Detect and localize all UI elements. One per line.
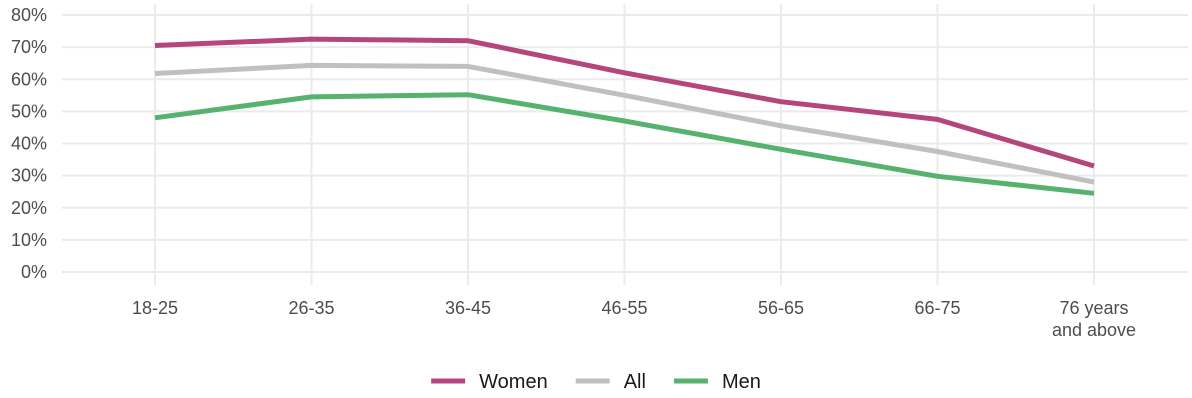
y-tick-label: 60%	[11, 69, 47, 89]
y-tick-label: 70%	[11, 37, 47, 57]
y-tick-label: 30%	[11, 166, 47, 186]
y-tick-label: 50%	[11, 101, 47, 121]
x-tick-label: 46-55	[601, 298, 647, 318]
x-tick-label: 18-25	[132, 298, 178, 318]
y-tick-label: 40%	[11, 134, 47, 154]
x-axis: 18-25 26-35 36-45 46-55 56-65 66-75 76 years an…	[132, 298, 1136, 340]
legend-label-men: Men	[722, 371, 761, 393]
y-tick-label: 0%	[21, 262, 47, 282]
chart-legend: Women All Men	[431, 371, 761, 393]
y-tick-label: 20%	[11, 198, 47, 218]
y-tick-label: 10%	[11, 230, 47, 250]
y-tick-label: 80%	[11, 5, 47, 25]
chart-series	[154, 36, 1095, 196]
chart-grid	[62, 4, 1188, 285]
x-tick-label: 26-35	[288, 298, 334, 318]
x-tick-label: 36-45	[445, 298, 491, 318]
y-axis: 0% 10% 20% 30% 40% 50% 60% 70% 80%	[11, 5, 47, 282]
legend-label-all: All	[624, 371, 646, 393]
legend-label-women: Women	[479, 371, 548, 393]
x-tick-label: 56-65	[758, 298, 804, 318]
x-tick-label: 66-75	[914, 298, 960, 318]
x-tick-label: 76 years and above	[1052, 298, 1136, 340]
